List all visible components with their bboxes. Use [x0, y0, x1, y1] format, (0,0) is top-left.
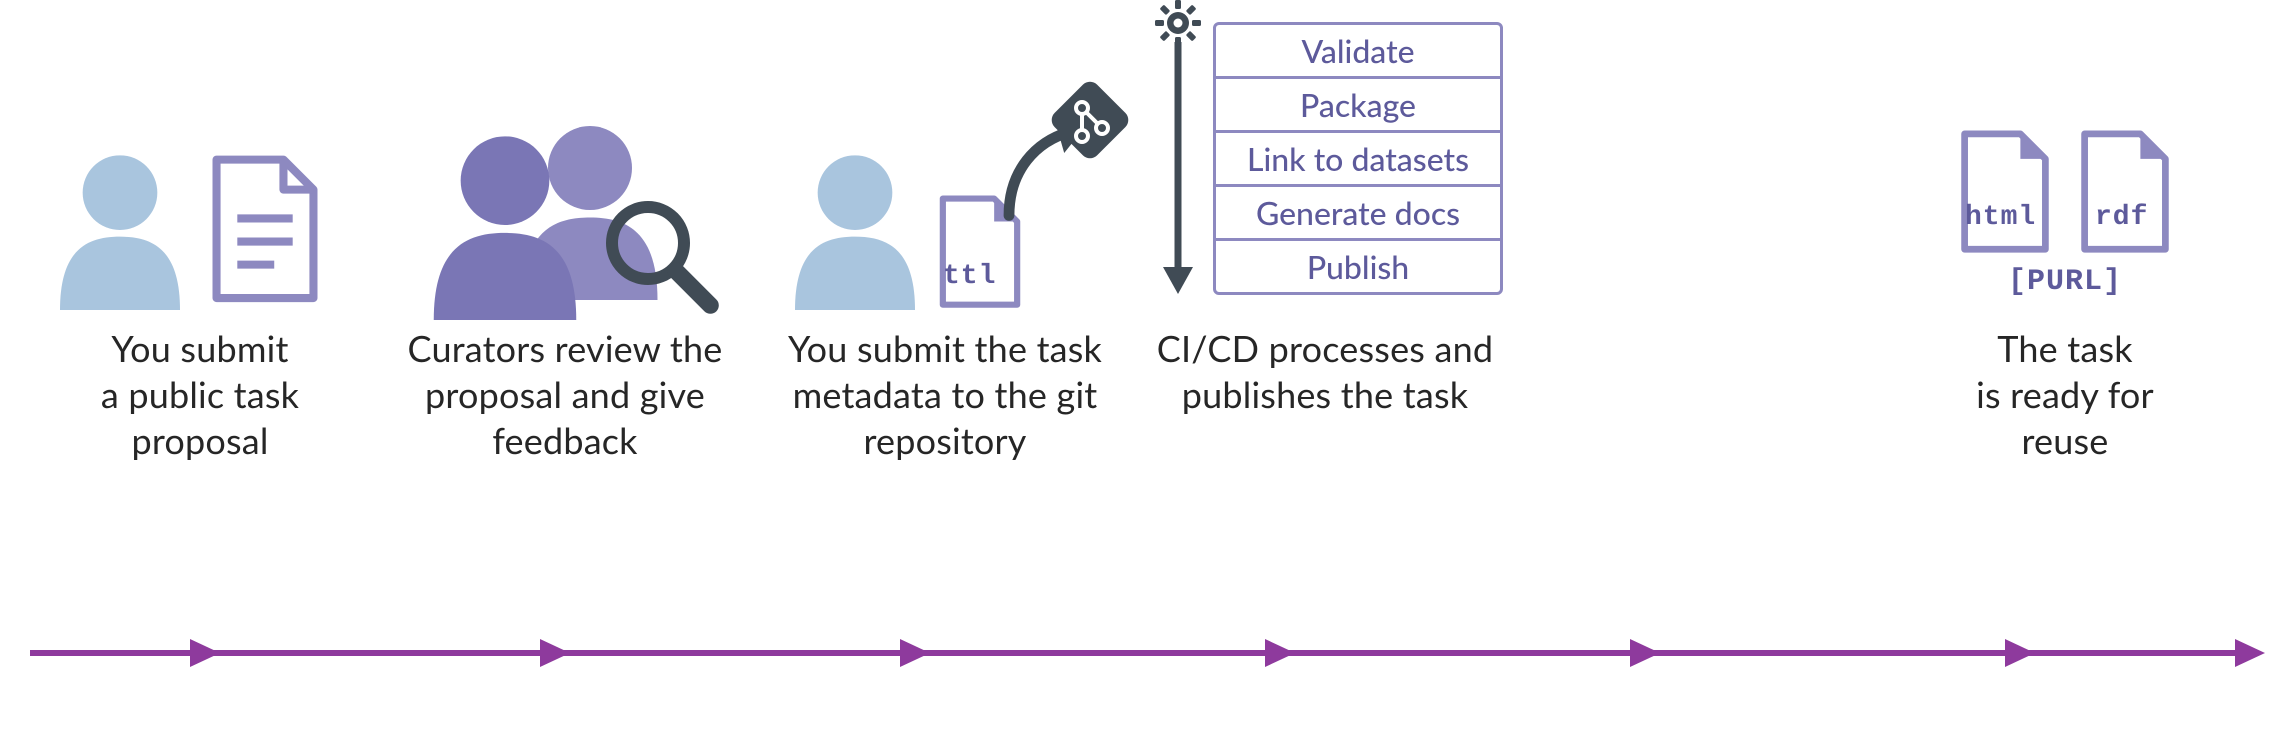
- stage-5-caption: The taskis ready forreuse: [1910, 325, 2220, 463]
- timeline-arrowhead: [900, 639, 930, 667]
- ci-step: Package: [1216, 79, 1500, 133]
- stage-4-caption: CI/CD processes andpublishes the task: [1135, 325, 1515, 417]
- ci-steps-list: Validate Package Link to datasets Genera…: [1213, 22, 1503, 295]
- caption-text: CI/CD processes andpublishes the task: [1157, 326, 1493, 416]
- document-icon: [205, 155, 325, 305]
- stage-2-caption: Curators review theproposal and givefeed…: [380, 325, 750, 463]
- timeline-arrowhead: [190, 639, 220, 667]
- timeline-arrowhead: [1265, 639, 1295, 667]
- stage-1: You submita public taskproposal: [30, 0, 370, 463]
- ci-step: Generate docs: [1216, 187, 1500, 241]
- ci-step: Validate: [1216, 25, 1500, 79]
- timeline-arrowhead: [2005, 639, 2035, 667]
- rdf-label: rdf: [2095, 202, 2148, 233]
- caption-text: The taskis ready forreuse: [1976, 326, 2154, 462]
- timeline-bar: [30, 650, 2251, 656]
- ci-step: Link to datasets: [1216, 133, 1500, 187]
- stage-1-icons: [30, 0, 370, 310]
- rdf-file-icon: [2075, 130, 2175, 255]
- magnifier-icon: [600, 195, 720, 315]
- stage-5-icons: html rdf [PURL]: [1910, 0, 2220, 310]
- html-label: html: [1965, 202, 2036, 233]
- gear-icon: [1153, 0, 1203, 48]
- stage-2-icons: [380, 0, 750, 310]
- timeline-arrowhead: [540, 639, 570, 667]
- html-file-icon: [1955, 130, 2055, 255]
- person-icon: [50, 150, 190, 310]
- caption-text: You submita public taskproposal: [101, 326, 299, 462]
- stage-5: html rdf [PURL] The taskis ready forreus…: [1910, 0, 2220, 463]
- timeline-arrowhead: [2235, 639, 2265, 667]
- timeline-arrowhead: [1630, 639, 1660, 667]
- ci-step: Publish: [1216, 241, 1500, 292]
- stage-1-caption: You submita public taskproposal: [30, 325, 370, 463]
- curator-front-icon: [420, 130, 590, 320]
- stage-3: ttl You submit the taskmetadata to the g…: [760, 0, 1130, 463]
- stage-3-icons: ttl: [760, 0, 1130, 310]
- purl-label: [PURL]: [1910, 265, 2220, 299]
- ttl-label: ttl: [943, 261, 996, 292]
- git-icon: [1040, 70, 1140, 170]
- caption-text: Curators review theproposal and givefeed…: [408, 326, 723, 462]
- person-icon: [785, 150, 925, 310]
- stage-3-caption: You submit the taskmetadata to the gitre…: [760, 325, 1130, 463]
- stage-2: Curators review theproposal and givefeed…: [380, 0, 750, 463]
- caption-text: You submit the taskmetadata to the gitre…: [788, 326, 1102, 462]
- stage-4: Validate Package Link to datasets Genera…: [1135, 0, 1515, 417]
- down-arrow-icon: [1153, 42, 1203, 302]
- stage-4-icons: Validate Package Link to datasets Genera…: [1135, 0, 1515, 310]
